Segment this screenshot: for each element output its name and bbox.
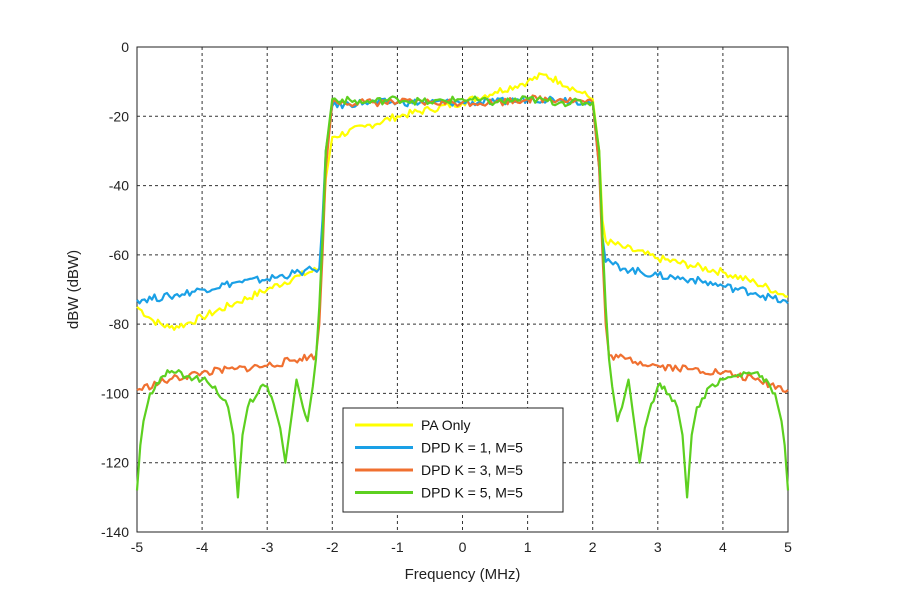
legend: PA Only DPD K = 1, M=5 DPD K = 3, M=5 DPD K… [342, 407, 564, 513]
x-tick-label: -5 [131, 539, 144, 555]
legend-label: DPD K = 1, M=5 [421, 440, 523, 456]
x-tick-label: 0 [459, 539, 467, 555]
x-tick-label: 5 [784, 539, 792, 555]
tick-labels: -5 -4 -3 -2 -1 0 1 2 3 4 5 0 -20 -40 -60 -80 -100 -120 -14… [101, 39, 792, 555]
x-tick-label: 1 [524, 539, 532, 555]
x-tick-label: -2 [326, 539, 339, 555]
x-tick-label: 2 [589, 539, 597, 555]
y-axis-label: dBW (dBW) [65, 250, 82, 329]
x-tick-label: 4 [719, 539, 727, 555]
y-tick-label: 0 [121, 39, 129, 55]
x-tick-label: -4 [196, 539, 209, 555]
series-line [136, 72, 789, 331]
x-axis-label: Frequency (MHz) [405, 566, 521, 583]
x-tick-label: -3 [261, 539, 274, 555]
x-tick-label: 3 [654, 539, 662, 555]
y-tick-label: -100 [101, 385, 129, 401]
y-tick-label: -80 [109, 316, 129, 332]
legend-label: DPD K = 3, M=5 [421, 462, 523, 478]
y-tick-label: -140 [101, 524, 129, 540]
series-line [136, 94, 789, 394]
y-tick-label: -40 [109, 178, 129, 194]
y-tick-label: -20 [109, 108, 129, 124]
y-tick-label: -60 [109, 247, 129, 263]
series-line [135, 95, 790, 499]
x-tick-label: -1 [391, 539, 404, 555]
legend-label: PA Only [421, 417, 471, 433]
legend-label: DPD K = 5, M=5 [421, 485, 523, 501]
plot-frame [136, 46, 789, 533]
y-tick-label: -120 [101, 455, 129, 471]
series-layer [135, 72, 790, 499]
